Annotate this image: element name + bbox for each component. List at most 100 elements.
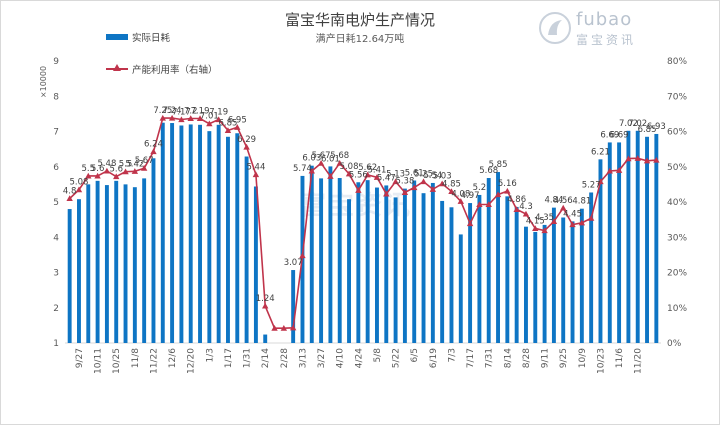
bar xyxy=(458,234,463,343)
bar-value-label: 7.02 xyxy=(628,119,647,129)
bar xyxy=(216,124,221,344)
line-point xyxy=(504,187,511,194)
bar xyxy=(514,206,519,343)
line-point xyxy=(187,115,194,122)
bar-value-label: 5.41 xyxy=(368,165,387,175)
bar xyxy=(645,136,649,343)
bar-value-label: 5.13 xyxy=(386,170,405,180)
line-point xyxy=(560,204,567,211)
y-tick-label: 8 xyxy=(53,92,59,102)
bar-value-label: 5.61 xyxy=(405,168,424,178)
bar xyxy=(67,209,72,343)
y2-tick-label: 30% xyxy=(667,233,687,243)
bar xyxy=(132,187,137,343)
line-point xyxy=(280,324,288,331)
y2-tick-label: 70% xyxy=(667,92,687,102)
x-tick-label: 3/27 xyxy=(317,348,327,368)
bar xyxy=(179,125,184,343)
bar-value-label: 6.93 xyxy=(647,122,666,132)
line-point xyxy=(150,148,157,155)
fubao-logo: fubao 富宝资讯 xyxy=(538,9,708,49)
bar xyxy=(309,165,314,343)
bar xyxy=(328,166,333,343)
bar xyxy=(375,187,379,343)
y-tick-label: 1 xyxy=(53,339,59,349)
line-point xyxy=(317,160,325,166)
line-point xyxy=(392,178,399,185)
x-tick-label: 9/25 xyxy=(559,348,569,368)
line-point xyxy=(355,187,362,193)
bar-value-label: 4.08 xyxy=(451,189,470,199)
bar-value-label: 6.29 xyxy=(237,135,256,145)
bar xyxy=(235,133,240,343)
bar xyxy=(496,172,500,343)
bar xyxy=(95,180,100,343)
line-point xyxy=(85,172,92,179)
x-tick-label: 3/13 xyxy=(299,348,309,368)
x-tick-label: 12/6 xyxy=(168,348,178,368)
bar-value-label: 5.42 xyxy=(125,159,144,169)
line-point xyxy=(373,174,381,180)
bar-value-label: 6.85 xyxy=(219,118,238,128)
x-tick-label: 2/14 xyxy=(261,348,271,368)
bar-value-label: 5.27 xyxy=(582,180,601,190)
x-tick-label: 1/31 xyxy=(243,348,253,368)
line-point xyxy=(476,201,483,208)
line-point xyxy=(625,155,632,162)
x-tick-label: 1/17 xyxy=(224,348,234,368)
bar xyxy=(170,123,175,343)
bar xyxy=(253,186,258,343)
line-point xyxy=(494,191,502,198)
bar-value-label: 5.56 xyxy=(349,170,368,180)
line-point xyxy=(75,186,83,193)
bar-value-label: 5.6 xyxy=(91,164,105,174)
bar xyxy=(524,226,528,343)
bar-value-label: 5.6 xyxy=(109,165,123,175)
bar-value-label: 4.97 xyxy=(461,191,480,201)
bar xyxy=(449,207,454,343)
bar-value-label: 5.74 xyxy=(293,164,312,174)
y-tick-label: 2 xyxy=(53,304,59,314)
x-tick-label: 1/3 xyxy=(205,348,215,362)
bar xyxy=(393,197,398,343)
logo-brand-text: fubao xyxy=(576,9,633,30)
utilization-line xyxy=(69,117,657,330)
bar xyxy=(551,207,556,343)
bar xyxy=(412,180,417,343)
y2-tick-label: 50% xyxy=(667,163,687,173)
line-point xyxy=(327,173,334,179)
x-tick-label: 11/20 xyxy=(634,348,644,374)
line-point xyxy=(420,178,427,185)
x-tick-label: 5/8 xyxy=(373,348,383,363)
line-point xyxy=(457,198,464,204)
line-point xyxy=(383,190,390,197)
line-point xyxy=(140,164,148,171)
bar-value-label: 7.19 xyxy=(191,106,210,116)
line-point xyxy=(429,186,437,192)
x-tick-label: 11/22 xyxy=(150,348,160,374)
line-point xyxy=(615,167,623,173)
x-tick-label: 7/31 xyxy=(485,348,495,368)
bar-value-label: 5.44 xyxy=(246,163,265,173)
x-tick-label: 11/6 xyxy=(615,348,625,368)
line-point xyxy=(224,127,232,134)
line-point xyxy=(159,114,166,121)
x-tick-label: 6/19 xyxy=(429,348,439,368)
line-point xyxy=(262,302,269,309)
legend-bar-entry: 实际日耗 xyxy=(106,30,170,44)
line-point xyxy=(522,210,530,217)
line-point xyxy=(252,171,260,178)
line-point xyxy=(587,215,595,221)
bar xyxy=(533,231,538,343)
bar xyxy=(142,178,147,343)
line-point xyxy=(196,115,204,122)
bar xyxy=(607,142,612,343)
bar xyxy=(151,158,156,343)
y-tick-label: 9 xyxy=(53,57,59,67)
bar xyxy=(198,124,202,344)
line-point xyxy=(271,324,278,331)
line-point xyxy=(131,168,139,174)
bar-value-label: 6.69 xyxy=(600,130,619,140)
bar-value-label: 4.3 xyxy=(519,202,533,212)
